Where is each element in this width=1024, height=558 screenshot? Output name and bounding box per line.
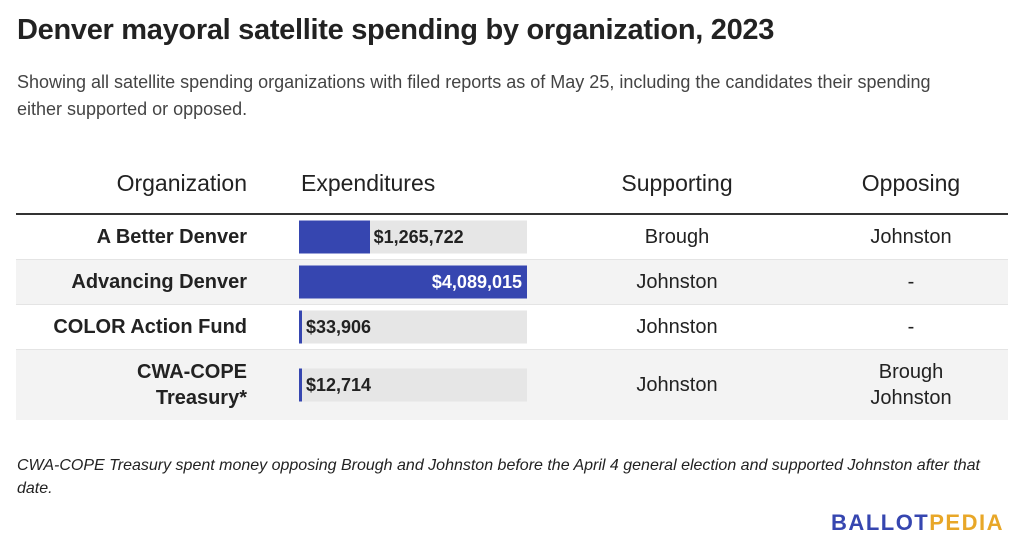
opposing-candidate: Johnston (870, 387, 952, 409)
opposing-cell: - (811, 314, 1011, 340)
header-supporting: Supporting (621, 170, 733, 196)
supporting-cell: Brough (644, 226, 710, 248)
page-subtitle: Showing all satellite spending organizat… (17, 72, 931, 119)
opposing-candidate: Johnston (870, 226, 952, 248)
opposing-cell: Brough Johnston (811, 359, 1011, 411)
header-opposing: Opposing (861, 170, 961, 196)
spending-table: Organization Expenditures Supporting Opp… (16, 160, 1008, 420)
table-row: CWA-COPE Treasury* $12,714 Johnston Brou… (16, 350, 1008, 420)
expenditure-label: $4,089,015 (431, 271, 522, 292)
expenditure-label: $33,906 (306, 316, 372, 337)
expenditure-bar (299, 265, 527, 299)
footnote: CWA-COPE Treasury spent money opposing B… (17, 457, 980, 497)
expenditure-bar-track: $1,265,722 (299, 220, 527, 254)
table-row: Advancing Denver $4,089,015 Johnston - (16, 260, 1008, 305)
org-name-line: CWA-COPE (137, 361, 247, 383)
expenditure-bar-track: $12,714 (299, 368, 527, 402)
expenditure-bar (299, 310, 302, 344)
supporting-cell: Johnston (636, 271, 718, 293)
table-header: Organization Expenditures Supporting Opp… (16, 160, 1008, 215)
expenditure-label: $1,265,722 (373, 226, 464, 247)
supporting-cell: Johnston (636, 316, 718, 338)
table-row: A Better Denver $1,265,722 Brough Johnst… (16, 215, 1008, 260)
table-row: COLOR Action Fund $33,906 Johnston - (16, 305, 1008, 350)
logo-part-pedia: PEDIA (929, 510, 1004, 535)
opposing-candidate: - (907, 271, 915, 293)
expenditure-bar (299, 220, 370, 254)
opposing-candidate: - (907, 316, 915, 338)
org-name-line: Treasury* (155, 387, 247, 409)
org-name: Advancing Denver (71, 271, 247, 293)
expenditure-bar-track: $4,089,015 (299, 265, 527, 299)
expenditure-bar-track: $33,906 (299, 310, 527, 344)
expenditure-bar (299, 368, 302, 402)
header-organization: Organization (116, 170, 247, 196)
page-title: Denver mayoral satellite spending by org… (17, 14, 775, 46)
header-expenditures: Expenditures (301, 170, 436, 196)
org-name: COLOR Action Fund (53, 316, 247, 338)
opposing-candidate: Brough (878, 361, 944, 383)
ballotpedia-logo: BALLOTPEDIA (831, 510, 1004, 536)
opposing-cell: Johnston (811, 224, 1011, 250)
supporting-cell: Johnston (636, 374, 718, 396)
org-name: A Better Denver (96, 226, 247, 248)
logo-part-ballot: BALLOT (831, 510, 930, 535)
expenditure-label: $12,714 (306, 374, 372, 395)
opposing-cell: - (811, 269, 1011, 295)
org-name: CWA-COPE Treasury* (12, 359, 247, 411)
